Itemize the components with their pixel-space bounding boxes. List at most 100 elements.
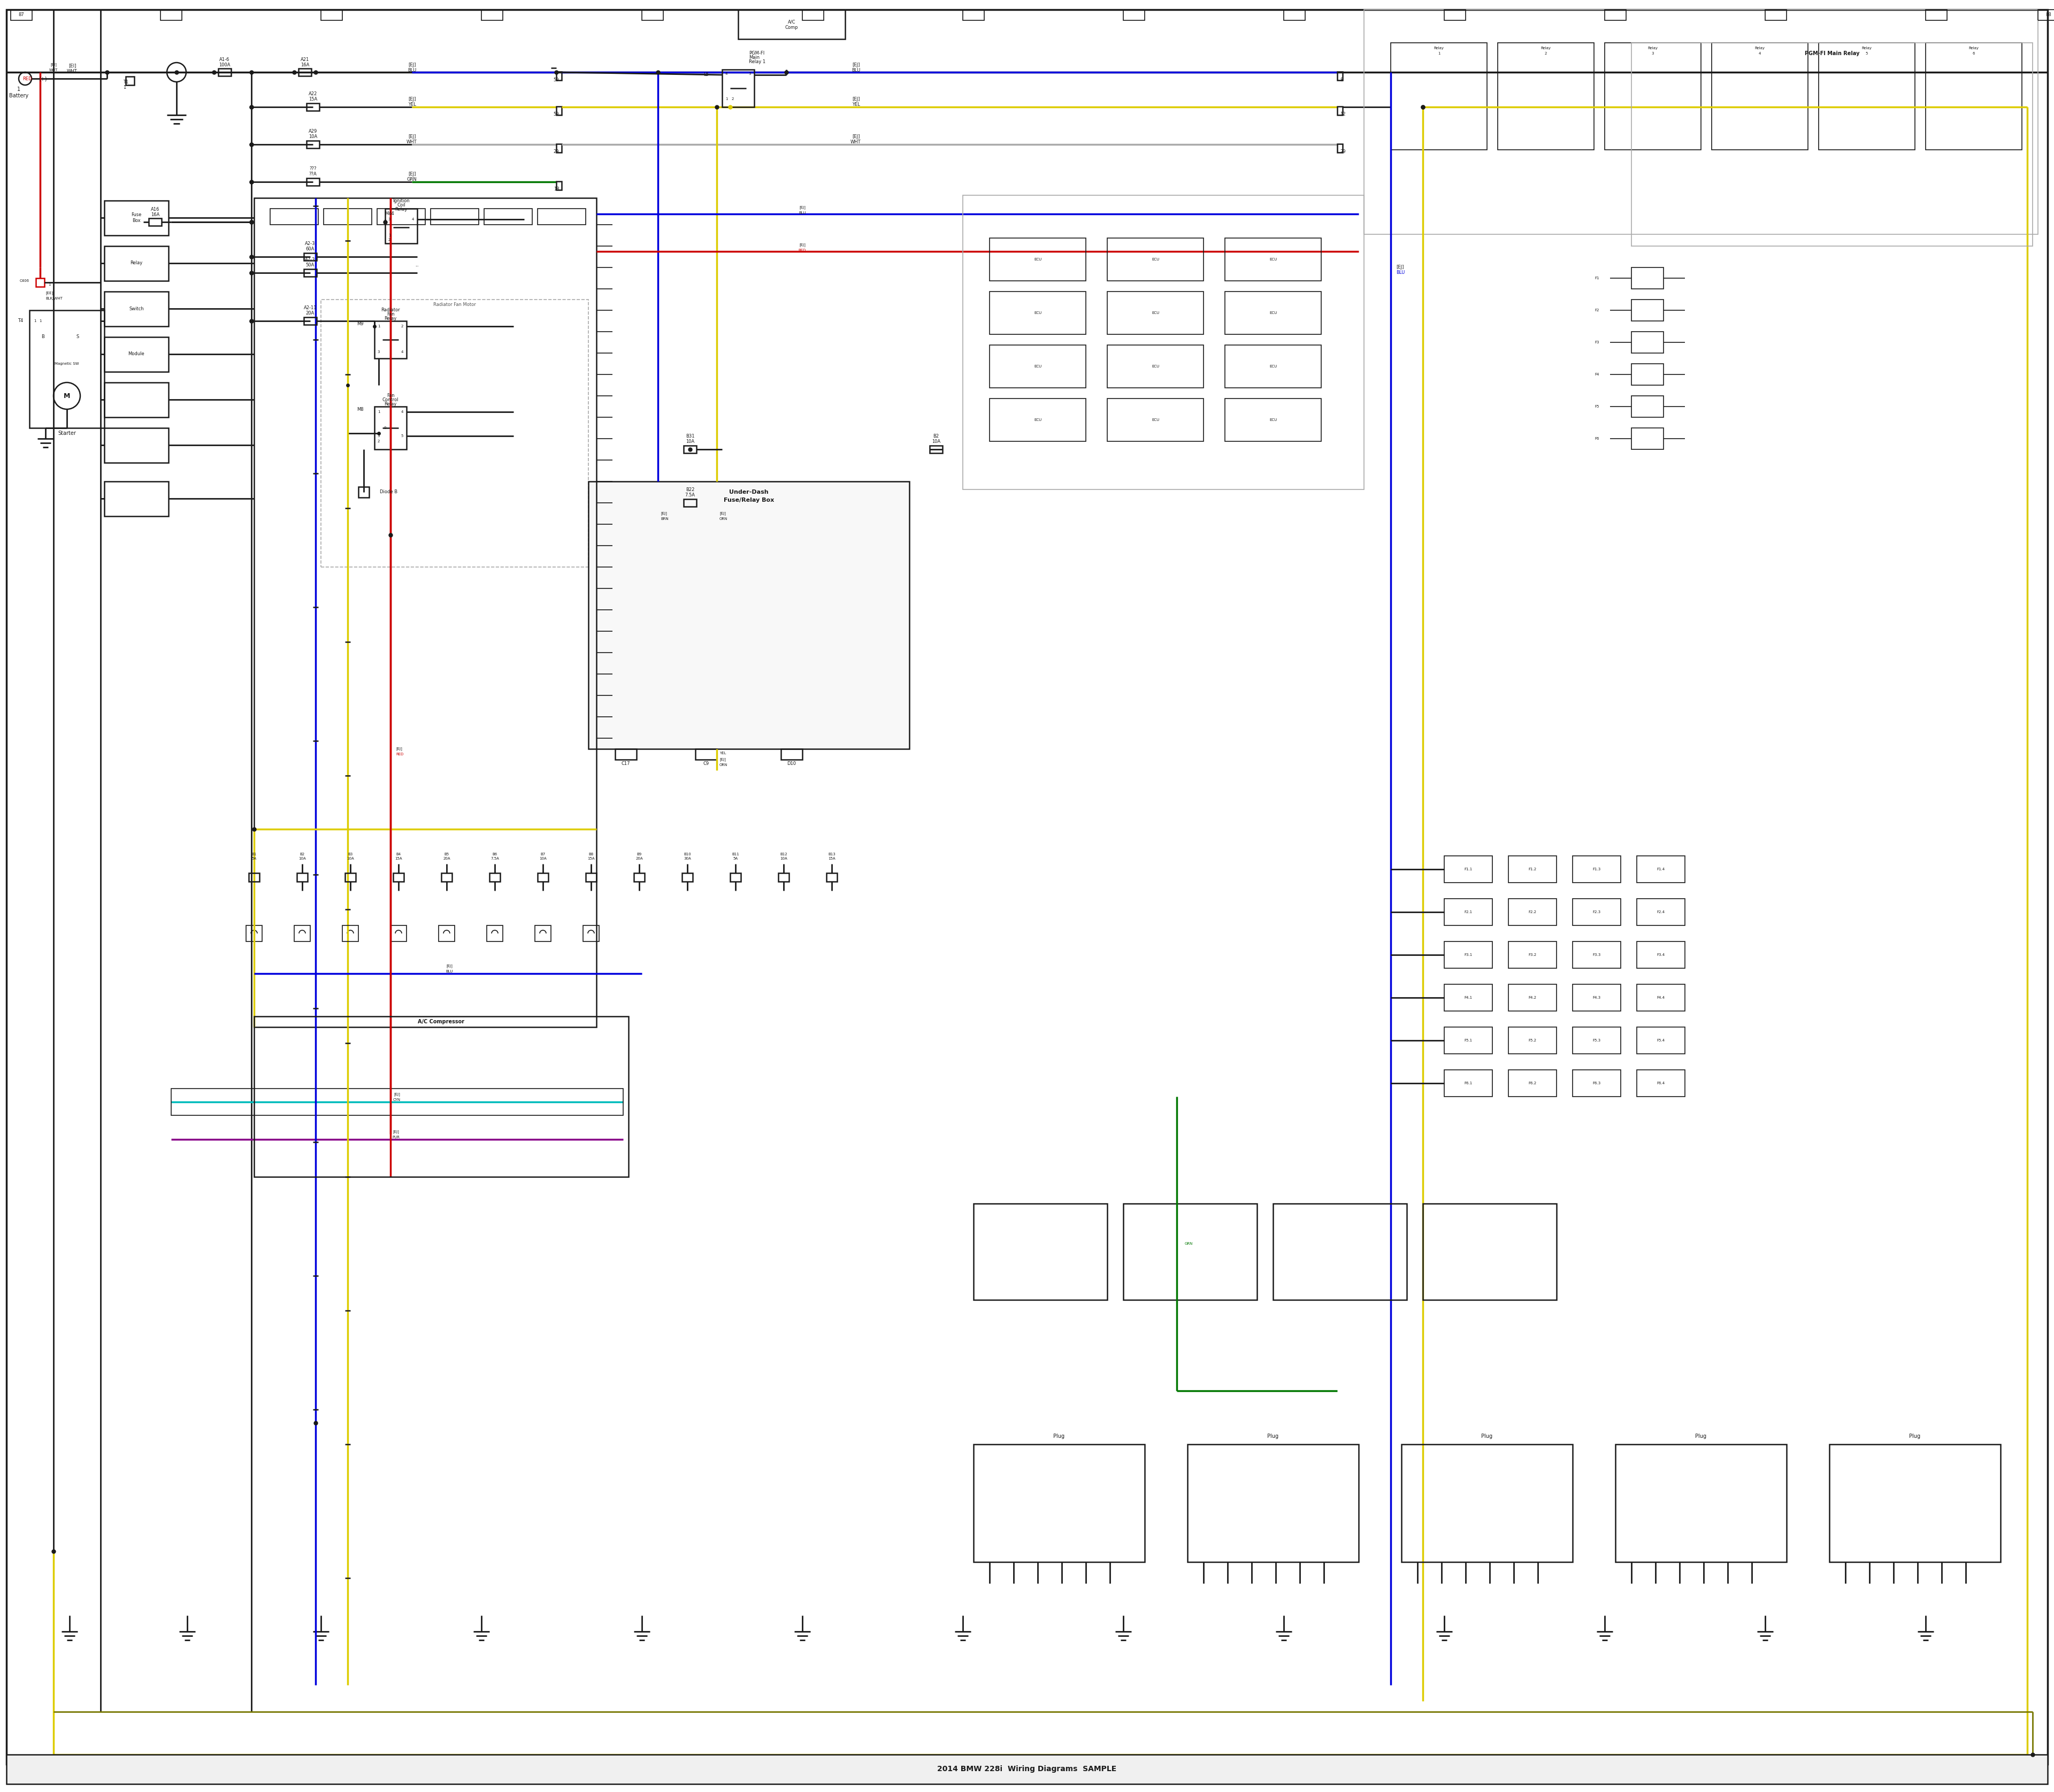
Text: [EJ]: [EJ]: [852, 97, 861, 102]
Text: B3: B3: [347, 853, 353, 857]
Text: ECU: ECU: [1269, 258, 1278, 262]
Bar: [1187, 1444, 1358, 1563]
Bar: [249, 873, 259, 882]
Text: Relay: Relay: [1540, 47, 1551, 50]
Bar: [489, 873, 499, 882]
Bar: [1508, 898, 1557, 925]
Text: F6: F6: [1594, 437, 1600, 441]
Bar: [684, 500, 696, 507]
Text: B6: B6: [493, 853, 497, 857]
Text: 1: 1: [725, 97, 727, 100]
Bar: [105, 292, 168, 326]
Text: 87: 87: [18, 13, 25, 18]
Bar: [255, 197, 596, 1027]
Text: Relay: Relay: [1647, 47, 1658, 50]
Bar: [803, 9, 824, 20]
Text: [EJ]: [EJ]: [719, 513, 725, 516]
Bar: [641, 9, 663, 20]
Text: Relay 1: Relay 1: [750, 59, 766, 65]
Text: F3: F3: [1594, 340, 1600, 344]
Bar: [1444, 898, 1493, 925]
Text: F4.3: F4.3: [1592, 996, 1600, 1000]
Bar: [1637, 898, 1684, 925]
Bar: [990, 292, 1087, 335]
Bar: [105, 337, 168, 371]
Text: F3.3: F3.3: [1592, 953, 1600, 957]
Bar: [1107, 398, 1204, 441]
Text: Fuse/Relay Box: Fuse/Relay Box: [723, 498, 774, 504]
Bar: [1224, 398, 1321, 441]
Text: PUR: PUR: [392, 1136, 401, 1140]
Bar: [1573, 941, 1621, 968]
Bar: [534, 925, 550, 941]
Bar: [1637, 984, 1684, 1011]
Bar: [294, 925, 310, 941]
Text: Module: Module: [127, 351, 144, 357]
Text: WHT: WHT: [850, 140, 861, 145]
Bar: [1631, 428, 1664, 450]
Text: Relay: Relay: [394, 208, 407, 211]
Text: 10A: 10A: [933, 439, 941, 444]
Text: BLU: BLU: [799, 211, 805, 215]
Text: 1: 1: [33, 319, 37, 323]
Text: F2.3: F2.3: [1592, 910, 1600, 914]
Text: 2: 2: [731, 97, 733, 100]
Text: Starter: Starter: [58, 430, 76, 435]
Text: B4: B4: [396, 853, 401, 857]
Text: F5: F5: [1594, 405, 1600, 409]
Text: [EE]: [EE]: [45, 292, 53, 296]
Bar: [682, 873, 692, 882]
Text: YEL: YEL: [409, 102, 415, 108]
Text: 2: 2: [401, 324, 403, 328]
Text: Plug: Plug: [1481, 1434, 1493, 1439]
Bar: [1711, 43, 1808, 151]
Text: [EJ]: [EJ]: [661, 513, 668, 516]
Text: B12: B12: [781, 853, 787, 857]
Text: [EI]: [EI]: [49, 63, 58, 66]
Text: ORN: ORN: [719, 763, 727, 767]
Text: 5A: 5A: [253, 857, 257, 860]
Bar: [105, 482, 168, 516]
Text: 59: 59: [553, 77, 559, 82]
Bar: [374, 321, 407, 358]
Bar: [723, 70, 754, 108]
Text: ECU: ECU: [1152, 418, 1158, 421]
Text: 10A: 10A: [781, 857, 787, 860]
Text: Switch: Switch: [129, 306, 144, 312]
Bar: [729, 873, 741, 882]
Text: 1: 1: [1438, 52, 1440, 56]
Bar: [1637, 857, 1684, 883]
Text: Relay: Relay: [1754, 47, 1764, 50]
Text: B9: B9: [637, 853, 641, 857]
Bar: [963, 9, 984, 20]
Text: [EJ]: [EJ]: [852, 134, 861, 140]
Text: F5.1: F5.1: [1465, 1039, 1473, 1041]
Text: Plug: Plug: [1054, 1434, 1064, 1439]
Text: 4: 4: [401, 351, 403, 353]
Text: A2-11: A2-11: [304, 306, 316, 310]
Text: 7.5A: 7.5A: [684, 493, 694, 498]
Text: [EJ]: [EJ]: [392, 1131, 398, 1134]
Bar: [218, 68, 230, 75]
Text: F1.2: F1.2: [1528, 867, 1536, 871]
Text: Relay: Relay: [1968, 47, 1978, 50]
Bar: [990, 238, 1087, 281]
Bar: [125, 77, 134, 84]
Text: A2-3: A2-3: [306, 258, 316, 262]
Text: Under-Dash: Under-Dash: [729, 489, 768, 495]
Text: [EJ]: [EJ]: [799, 244, 805, 247]
Bar: [304, 269, 316, 276]
Text: [EJ]: [EJ]: [409, 63, 415, 66]
Text: Diode B: Diode B: [380, 489, 398, 495]
Bar: [378, 208, 425, 224]
Text: [EJ]: [EJ]: [394, 1093, 401, 1097]
Text: F2.2: F2.2: [1528, 910, 1536, 914]
Bar: [557, 181, 561, 190]
Bar: [1631, 267, 1664, 289]
Bar: [29, 310, 105, 428]
Text: Fan: Fan: [386, 394, 394, 398]
Text: A22: A22: [308, 91, 316, 97]
Text: 20A: 20A: [444, 857, 450, 860]
Text: GRN: GRN: [407, 177, 417, 183]
Text: [EI]: [EI]: [68, 63, 76, 68]
